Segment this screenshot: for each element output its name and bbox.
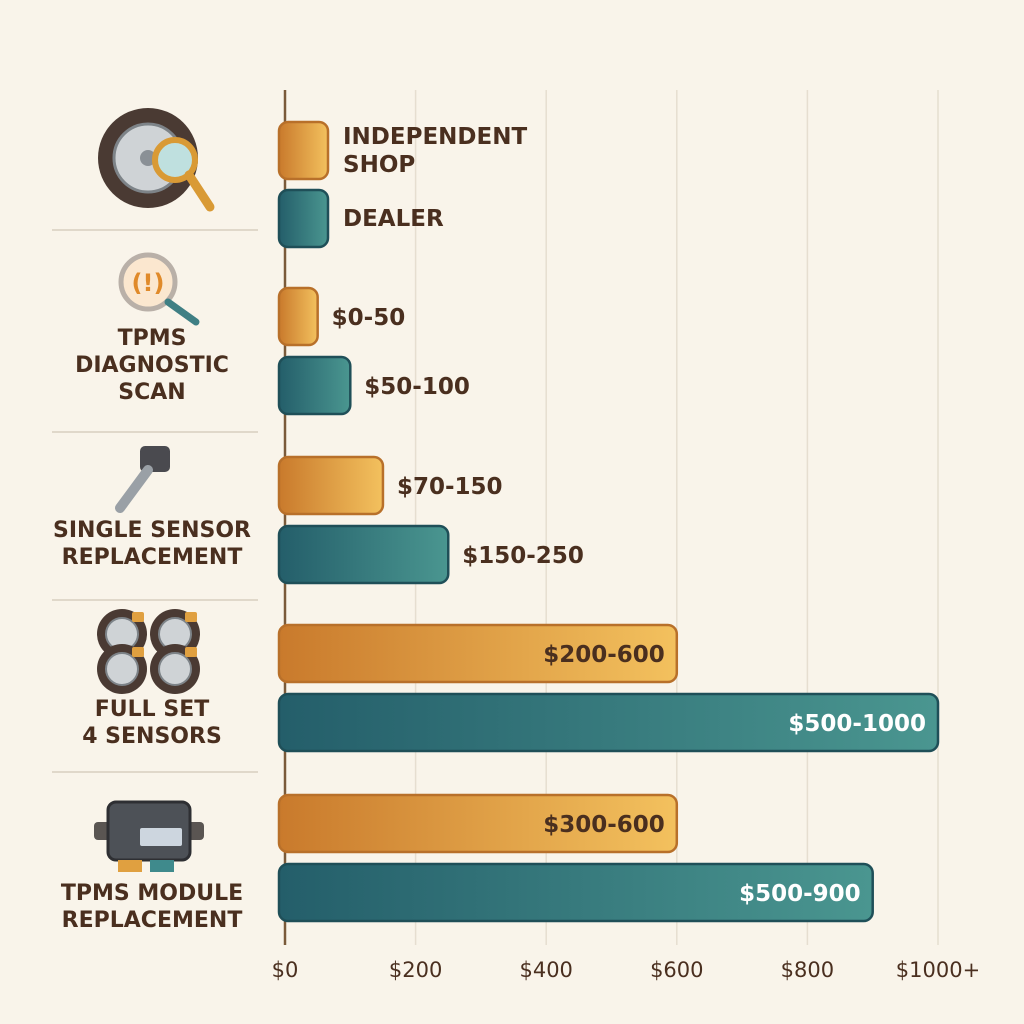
dealer-bar	[277, 862, 874, 923]
value-label: $70-150	[397, 474, 503, 500]
dealer-bar	[277, 524, 450, 585]
dealer-bar	[277, 188, 330, 249]
independent-shop-bar	[277, 455, 385, 516]
category-label: SINGLE SENSOR	[53, 518, 251, 543]
category-label: SCAN	[118, 380, 185, 405]
independent-shop-bar	[277, 286, 319, 347]
x-tick-label: $600	[650, 958, 703, 982]
value-label: $0-50	[332, 305, 406, 331]
independent-shop-bar	[277, 623, 679, 684]
tpms-sensor-valve-icon	[115, 446, 170, 513]
category-label: FULL SET	[95, 697, 209, 722]
category-label: 4 SENSORS	[82, 724, 222, 749]
category-label: REPLACEMENT	[62, 545, 243, 570]
value-label: $200-600	[543, 642, 665, 668]
legend-label: INDEPENDENT	[343, 124, 527, 150]
x-tick-label: $0	[272, 958, 299, 982]
independent-shop-bar	[277, 793, 679, 854]
control-module-icon	[94, 800, 204, 872]
tire-magnifier-icon	[98, 108, 215, 212]
value-label: $300-600	[543, 812, 665, 838]
legend-label: SHOP	[343, 152, 415, 178]
legend-label: DEALER	[343, 206, 444, 232]
svg-text:(!): (!)	[132, 269, 165, 297]
value-label: $500-1000	[788, 711, 926, 737]
dealer-bar	[277, 692, 940, 753]
category-label: TPMS MODULE	[61, 881, 243, 906]
x-tick-label: $800	[781, 958, 834, 982]
category-label: TPMS	[118, 326, 187, 351]
value-label: $500-900	[739, 881, 861, 907]
category-label: REPLACEMENT	[62, 908, 243, 933]
four-tires-icon	[97, 609, 200, 694]
x-tick-label: $1000+	[896, 958, 980, 982]
category-label: DIAGNOSTIC	[75, 353, 229, 378]
tpms-warning-magnifier-icon: (!)	[118, 252, 200, 326]
dealer-bar	[277, 355, 352, 416]
independent-shop-bar	[277, 120, 330, 181]
value-label: $50-100	[364, 374, 470, 400]
value-label: $150-250	[462, 543, 584, 569]
x-tick-label: $400	[519, 958, 572, 982]
x-tick-label: $200	[389, 958, 442, 982]
